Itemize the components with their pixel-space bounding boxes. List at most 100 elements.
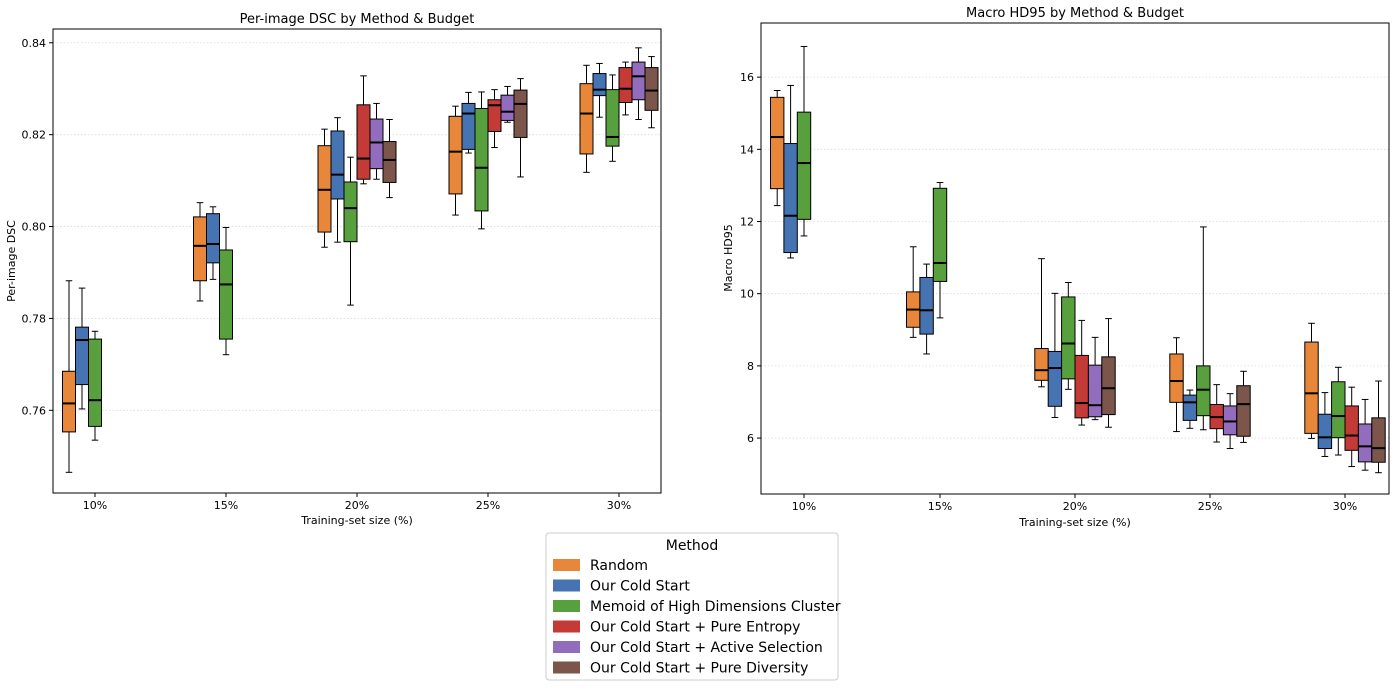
legend-entry-our-cold-start-pure-diversity: Our Cold Start + Pure Diversity [553, 661, 808, 677]
hd95-y-tick-label: 12 [740, 216, 754, 229]
box-memoid-of-high-dimensions-cluster-30pct [605, 74, 620, 162]
hd95-y-tick-label: 14 [740, 143, 754, 156]
box-our-cold-start-active-selection-25pct [500, 85, 515, 123]
box-our-cold-start-pure-diversity-20pct [382, 119, 397, 199]
box-random-25pct [448, 105, 463, 216]
legend-label: Our Cold Start + Pure Entropy [590, 620, 800, 636]
box-our-cold-start-pure-diversity-30pct [1371, 380, 1386, 474]
box-random-30pct [579, 64, 594, 173]
box-our-cold-start-active-selection-30pct [1357, 398, 1373, 471]
legend-swatch [553, 620, 580, 633]
box-body [605, 89, 620, 147]
box-our-cold-start-active-selection-20pct [369, 102, 384, 180]
legend-entry-random: Random [553, 558, 648, 574]
box-our-cold-start-pure-entropy-30pct [618, 61, 633, 116]
legend: Method Random Our Cold Start Memoid of Hig… [545, 532, 841, 681]
legend-swatch [553, 559, 580, 571]
box-body [1074, 354, 1089, 419]
dsc-x-tick-label: 20% [345, 499, 369, 512]
box-body [1061, 296, 1076, 380]
box-body [75, 326, 89, 386]
box-body [644, 67, 659, 111]
legend-label: Our Cold Start [590, 579, 690, 595]
box-memoid-of-high-dimensions-cluster-20pct [1061, 282, 1076, 390]
box-our-cold-start-20pct [330, 117, 345, 243]
box-random-20pct [317, 128, 332, 248]
dsc-x-axis-label: Training-set size (%) [300, 514, 413, 527]
box-body [1304, 341, 1319, 434]
dsc-x-tick-label: 15% [214, 499, 238, 512]
legend-entry-our-cold-start-pure-entropy: Our Cold Start + Pure Entropy [553, 620, 800, 636]
box-body [1357, 423, 1373, 463]
hd95-y-tick-label: 10 [740, 288, 754, 301]
box-body [1371, 417, 1386, 463]
box-body [919, 276, 934, 335]
box-our-cold-start-pure-entropy-30pct [1344, 386, 1359, 468]
legend-swatch [553, 600, 580, 612]
hd95-y-axis-label: Macro HD95 [722, 224, 735, 292]
box-body [513, 89, 528, 138]
hd95-x-tick-label: 25% [1198, 500, 1222, 513]
hd95-chart: Macro HD95 by Method & Budget 6 8 10 12 14 16… [722, 6, 1390, 529]
box-body [618, 67, 633, 104]
box-random-20pct [1034, 258, 1049, 388]
box-random-10pct [770, 89, 785, 207]
box-our-cold-start-25pct [461, 91, 476, 154]
box-our-cold-start-pure-entropy-25pct [487, 89, 502, 149]
box-our-cold-start-10pct [75, 287, 89, 410]
box-body [206, 213, 220, 264]
box-body [1034, 348, 1049, 381]
box-our-cold-start-10pct [783, 84, 798, 259]
box-body [330, 130, 345, 200]
box-our-cold-start-active-selection-30pct [631, 47, 646, 121]
box-body [461, 102, 476, 150]
box-our-cold-start-15pct [206, 206, 220, 280]
hd95-x-tick-label: 20% [1063, 500, 1087, 513]
box-our-cold-start-pure-entropy-25pct [1209, 384, 1224, 443]
box-body [783, 143, 798, 254]
box-our-cold-start-active-selection-25pct [1222, 393, 1238, 450]
hd95-plot-frame [760, 22, 1390, 495]
box-memoid-of-high-dimensions-cluster-10pct [796, 45, 812, 237]
box-body [1331, 381, 1346, 439]
box-random-15pct [193, 202, 207, 302]
box-our-cold-start-25pct [1182, 389, 1198, 429]
box-body [579, 83, 594, 155]
hd95-x-tick-label: 30% [1333, 500, 1357, 513]
box-memoid-of-high-dimensions-cluster-25pct [1196, 226, 1211, 431]
box-body [631, 61, 646, 101]
dsc-y-tick-label: 0.84 [22, 37, 47, 50]
legend-label: Memoid of High Dimensions Cluster [590, 599, 841, 615]
legend-entry-our-cold-start-active-selection: Our Cold Start + Active Selection [553, 640, 823, 656]
box-random-30pct [1304, 322, 1319, 439]
dsc-y-axis-label: Per-image DSC [5, 220, 18, 302]
box-body [369, 118, 384, 170]
box-body [1317, 413, 1333, 450]
box-random-10pct [62, 280, 76, 473]
legend-entry-our-cold-start: Our Cold Start [553, 579, 690, 595]
box-body [1196, 365, 1211, 417]
legend-label: Our Cold Start + Active Selection [590, 640, 823, 656]
box-our-cold-start-pure-diversity-25pct [1236, 370, 1251, 443]
box-body [932, 187, 948, 282]
box-memoid-of-high-dimensions-cluster-15pct [219, 226, 233, 356]
legend-swatch [553, 641, 580, 653]
box-memoid-of-high-dimensions-cluster-20pct [343, 156, 358, 306]
box-body [193, 216, 207, 282]
box-body [219, 249, 233, 340]
box-our-cold-start-pure-diversity-20pct [1101, 318, 1116, 428]
box-body [356, 104, 371, 180]
dsc-y-tick-label: 0.76 [22, 404, 47, 417]
box-random-25pct [1169, 337, 1184, 433]
box-body [88, 338, 102, 427]
box-body [1087, 364, 1103, 418]
hd95-x-tick-label: 10% [792, 500, 816, 513]
legend-entry-memoid-of-high-dimensions-cluster: Memoid of High Dimensions Cluster [553, 599, 841, 615]
box-body [382, 141, 397, 183]
box-body [500, 94, 515, 121]
box-random-15pct [906, 246, 921, 338]
dsc-plot-frame [52, 28, 662, 494]
box-body [62, 370, 76, 433]
hd95-y-tick-label: 6 [747, 432, 754, 445]
